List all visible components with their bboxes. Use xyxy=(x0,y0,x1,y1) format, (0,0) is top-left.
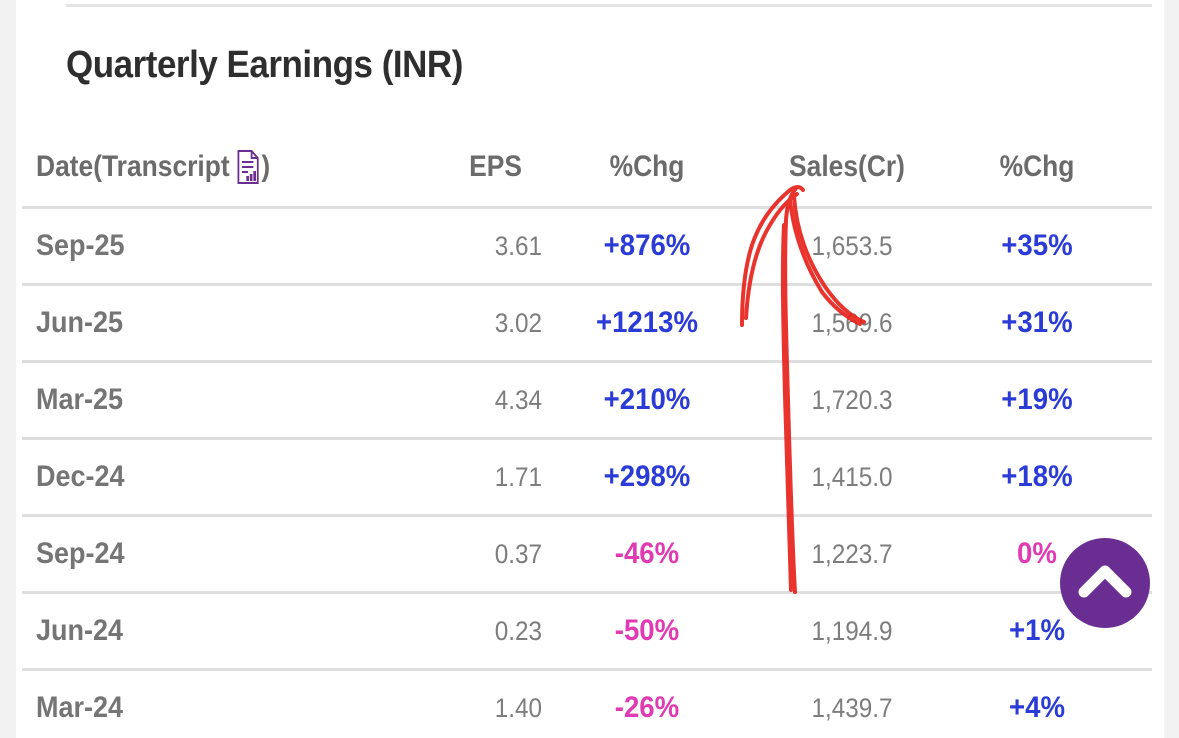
row-eps: 1.71 xyxy=(494,461,542,492)
row-eps-change: +1213% xyxy=(595,306,699,339)
table-header-row: Date(Transcript ) EPS %Chg xyxy=(22,128,1152,206)
row-date: Mar-25 xyxy=(36,383,124,416)
row-eps: 1.40 xyxy=(494,692,542,723)
header-date-close: ) xyxy=(261,150,271,183)
row-date: Sep-24 xyxy=(36,537,125,570)
table-row: Jun-24 0.23 -50% 1,194.9 +1% xyxy=(22,591,1152,668)
row-eps-change: +876% xyxy=(603,229,691,262)
table-row: Mar-24 1.40 -26% 1,439.7 +4% xyxy=(22,668,1152,738)
row-date: Sep-25 xyxy=(36,229,125,262)
quarterly-earnings-card: Quarterly Earnings (INR) Date(Transcript xyxy=(16,0,1164,738)
row-eps-change: +298% xyxy=(603,460,691,493)
row-sales: 1,223.7 xyxy=(811,538,893,569)
row-date: Dec-24 xyxy=(36,460,125,493)
row-eps-change: +210% xyxy=(603,383,691,416)
table-row: Jun-25 3.02 +1213% 1,569.6 +31% xyxy=(22,283,1152,360)
row-sales-change: +35% xyxy=(1001,229,1073,262)
scroll-to-top-button[interactable] xyxy=(1060,538,1150,628)
row-eps-change: -26% xyxy=(614,691,680,724)
row-date: Jun-25 xyxy=(36,306,124,339)
document-icon[interactable] xyxy=(237,150,260,184)
row-sales: 1,194.9 xyxy=(811,615,893,646)
header-eps: EPS xyxy=(469,150,522,183)
table-row: Mar-25 4.34 +210% 1,720.3 +19% xyxy=(22,360,1152,437)
row-date: Mar-24 xyxy=(36,691,124,724)
table-row: Sep-24 0.37 -46% 1,223.7 0% xyxy=(22,514,1152,591)
row-eps-change: -46% xyxy=(614,537,680,570)
top-divider xyxy=(66,4,1152,7)
row-sales: 1,439.7 xyxy=(811,692,893,723)
row-date: Jun-24 xyxy=(36,614,124,647)
chevron-up-icon xyxy=(1078,565,1132,598)
header-date: Date(Transcript ) xyxy=(36,128,270,206)
header-sales: Sales(Cr) xyxy=(789,150,905,183)
row-sales-change: +31% xyxy=(1001,306,1073,339)
row-eps: 4.34 xyxy=(494,384,542,415)
row-sales-change: +18% xyxy=(1001,460,1073,493)
row-sales: 1,415.0 xyxy=(811,461,893,492)
row-sales-change: +19% xyxy=(1001,383,1073,416)
header-sales-change: %Chg xyxy=(999,150,1075,183)
header-eps-change: %Chg xyxy=(609,150,685,183)
row-sales-change: +1% xyxy=(1008,614,1066,647)
row-eps: 0.23 xyxy=(494,615,542,646)
row-eps: 0.37 xyxy=(494,538,542,569)
row-eps: 3.02 xyxy=(494,307,542,338)
row-sales: 1,569.6 xyxy=(811,307,893,338)
row-sales: 1,653.5 xyxy=(811,230,893,261)
earnings-table: Date(Transcript ) EPS %Chg xyxy=(22,128,1152,738)
row-eps: 3.61 xyxy=(494,230,542,261)
section-title: Quarterly Earnings (INR) xyxy=(66,44,463,86)
row-sales: 1,720.3 xyxy=(811,384,893,415)
row-eps-change: -50% xyxy=(614,614,680,647)
row-sales-change: 0% xyxy=(1017,537,1057,570)
table-row: Sep-25 3.61 +876% 1,653.5 +35% xyxy=(22,206,1152,283)
row-sales-change: +4% xyxy=(1008,691,1066,724)
table-row: Dec-24 1.71 +298% 1,415.0 +18% xyxy=(22,437,1152,514)
header-date-label: Date(Transcript xyxy=(36,150,230,183)
